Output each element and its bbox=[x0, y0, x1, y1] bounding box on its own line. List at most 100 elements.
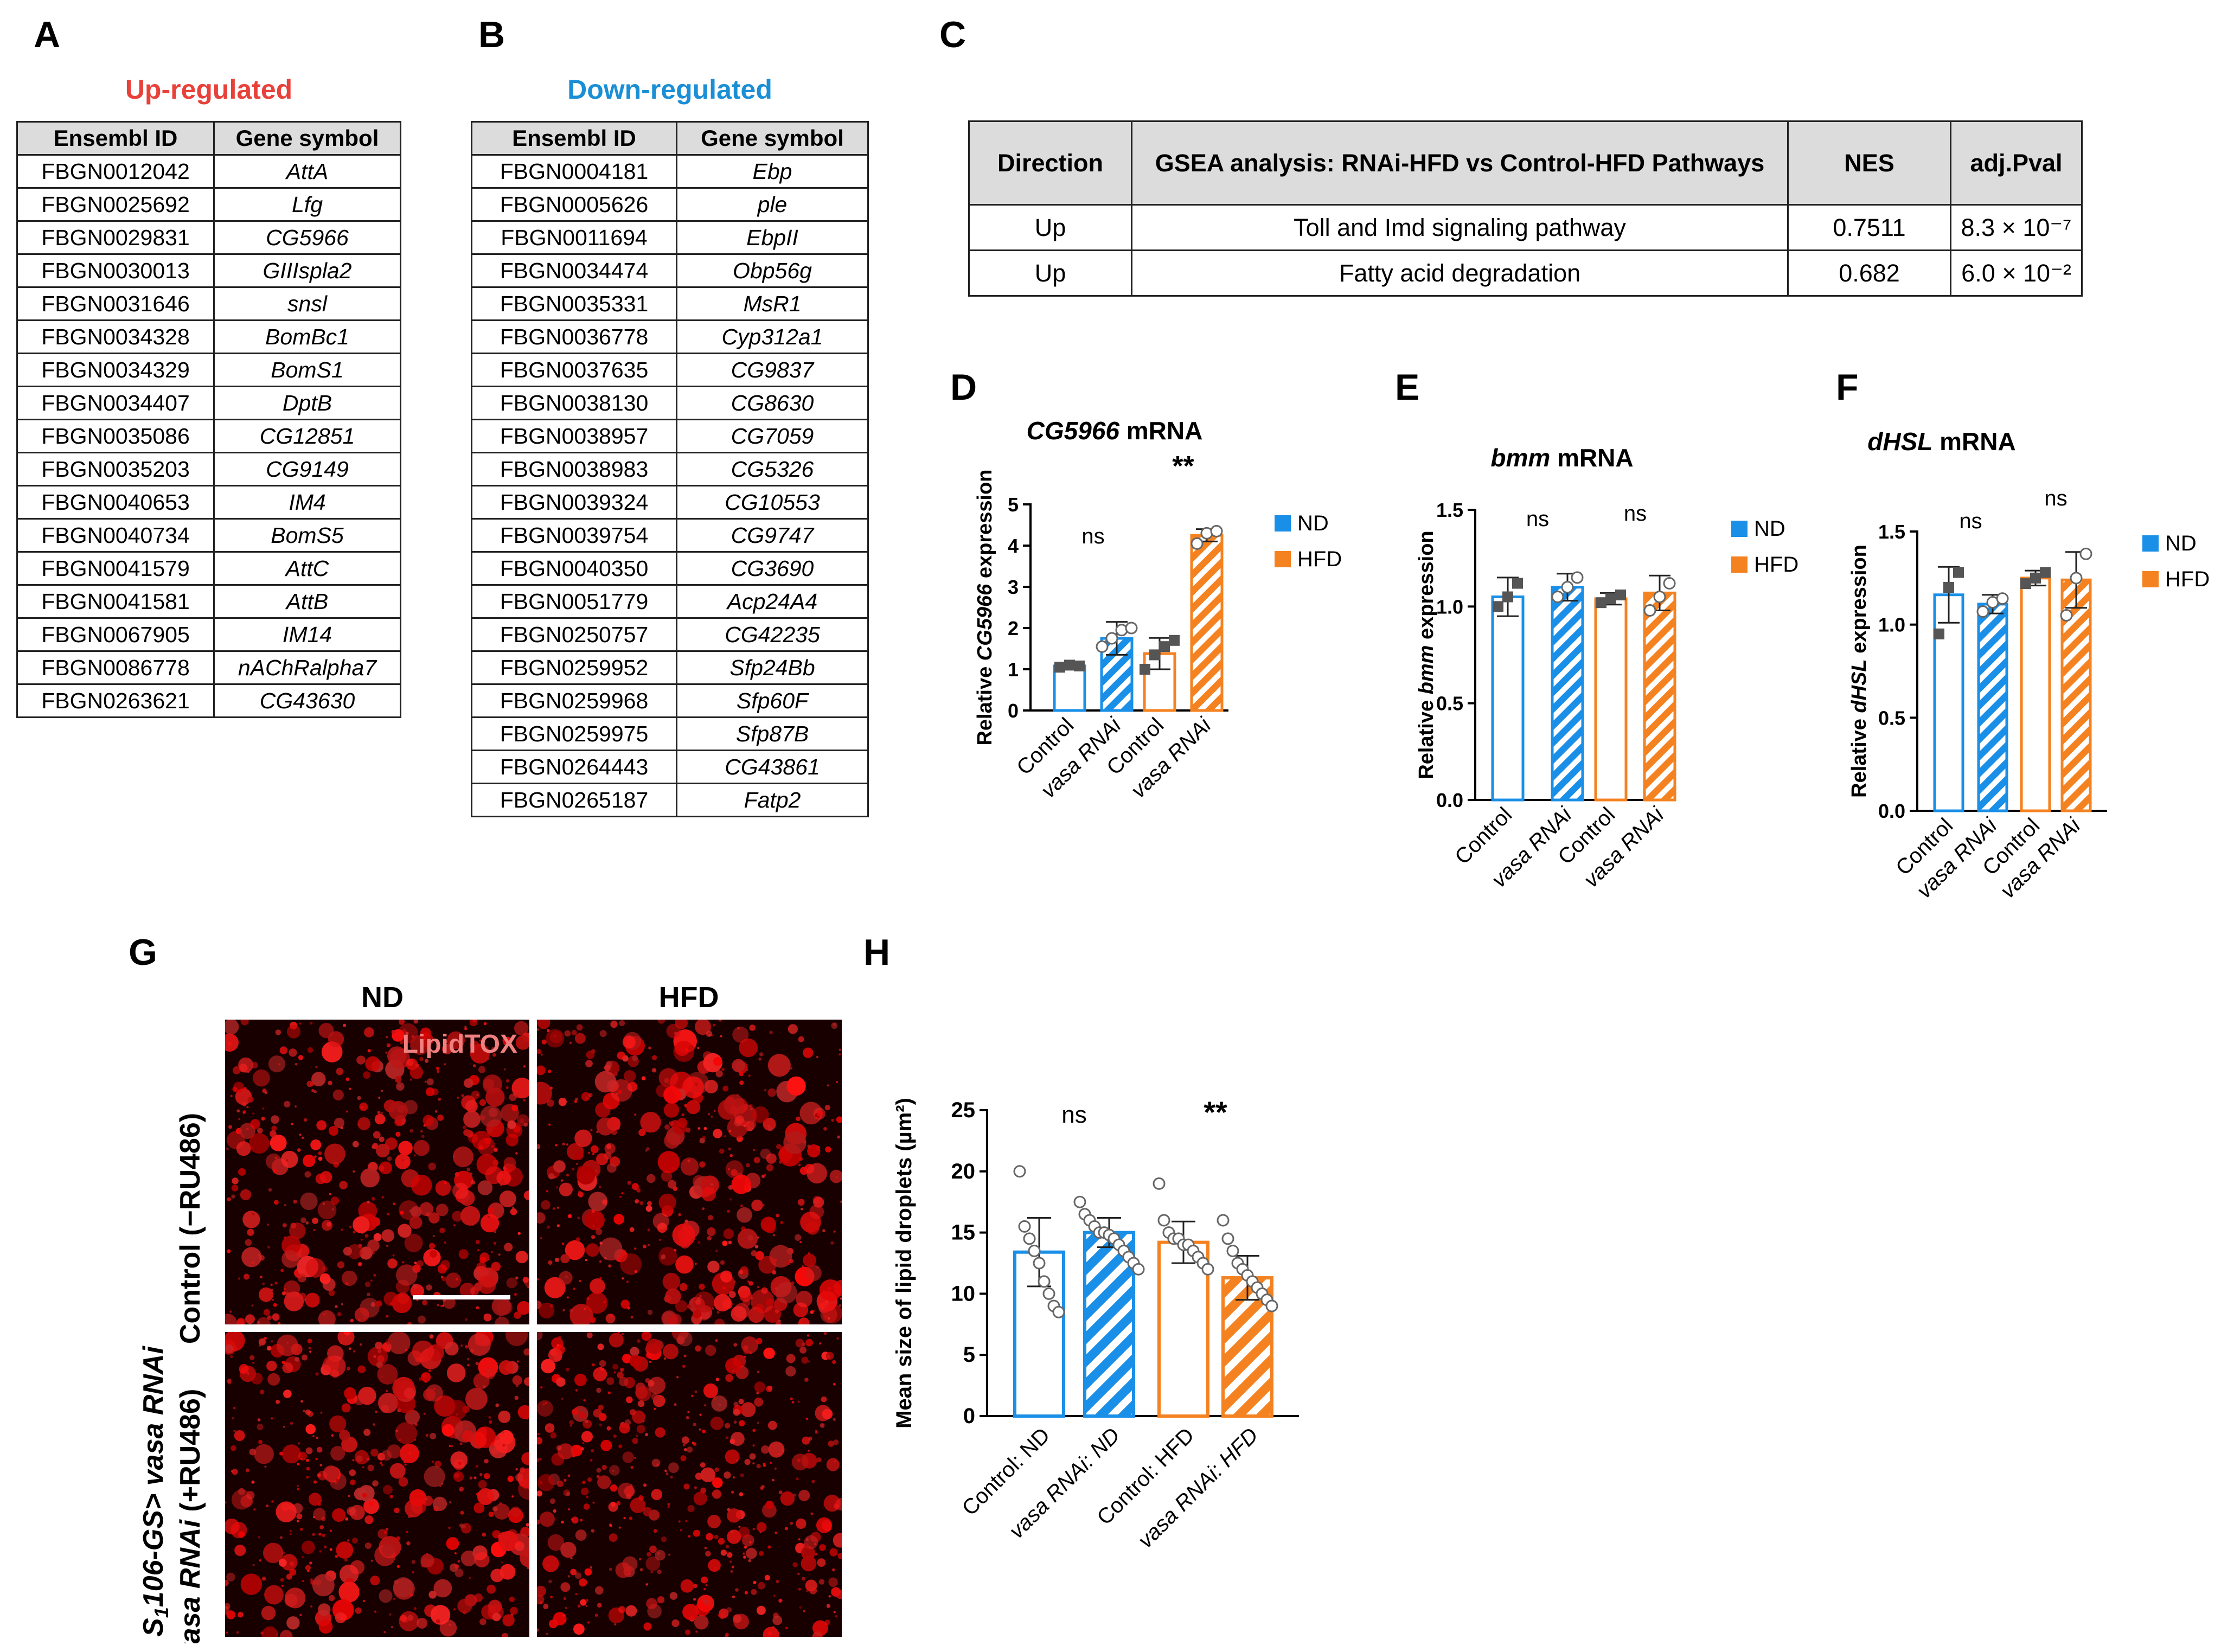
lipid-droplet bbox=[558, 1443, 574, 1459]
lipid-droplet bbox=[727, 1529, 741, 1544]
lipid-droplet bbox=[408, 1452, 411, 1455]
lipid-droplet bbox=[823, 1332, 827, 1335]
ensembl-id-cell: FBGN0263621 bbox=[16, 683, 215, 718]
lipid-droplet bbox=[703, 1599, 709, 1605]
lipid-droplet bbox=[472, 1064, 476, 1067]
lipid-droplet bbox=[687, 1446, 693, 1453]
lipid-droplet bbox=[458, 1249, 469, 1259]
lipid-droplet bbox=[505, 1134, 519, 1147]
lipid-droplet bbox=[523, 1122, 528, 1127]
lipid-droplet bbox=[739, 1072, 744, 1077]
gene-symbol-cell: Sfp24Bb bbox=[676, 650, 869, 685]
lipid-droplet bbox=[396, 1565, 400, 1568]
lipid-droplet bbox=[711, 1115, 713, 1118]
lipid-droplet bbox=[574, 1373, 587, 1386]
lipid-droplet bbox=[307, 1570, 310, 1572]
lipid-droplet bbox=[459, 1283, 475, 1298]
lipid-droplet bbox=[229, 1310, 232, 1313]
lipid-droplet bbox=[609, 1333, 624, 1348]
lipid-droplet bbox=[319, 1500, 322, 1503]
lipid-droplet bbox=[448, 1527, 451, 1529]
lipid-droplet bbox=[694, 1083, 699, 1086]
lipid-droplet bbox=[537, 1212, 546, 1224]
data-point bbox=[1561, 581, 1574, 594]
gene-symbol-cell: Sfp87B bbox=[676, 716, 869, 751]
lipid-droplet bbox=[407, 1322, 412, 1324]
lipid-droplet bbox=[356, 1455, 363, 1462]
lipid-droplet bbox=[586, 1292, 608, 1314]
lipid-droplet bbox=[478, 1480, 487, 1489]
lipid-droplet bbox=[460, 1550, 477, 1566]
lipid-droplet bbox=[757, 1286, 760, 1289]
lipid-droplet bbox=[420, 1553, 434, 1568]
lipid-droplet bbox=[267, 1373, 280, 1386]
lipid-droplet bbox=[406, 1531, 408, 1533]
lipid-droplet bbox=[791, 1401, 795, 1404]
lipid-droplet bbox=[258, 1338, 266, 1346]
lipid-droplet bbox=[457, 1598, 472, 1613]
lipid-droplet bbox=[395, 1131, 401, 1137]
lipid-droplet bbox=[728, 1288, 732, 1292]
lipid-droplet bbox=[609, 1314, 613, 1318]
lipid-droplet bbox=[825, 1300, 828, 1303]
lipid-droplet bbox=[839, 1053, 841, 1056]
lipid-droplet bbox=[469, 1476, 473, 1480]
lipid-droplet bbox=[685, 1629, 691, 1635]
lipid-droplet bbox=[284, 1100, 291, 1107]
lipid-droplet bbox=[293, 1200, 297, 1204]
lipid-droplet bbox=[289, 1533, 292, 1535]
lipid-droplet bbox=[571, 1516, 579, 1524]
lipid-droplet bbox=[476, 1306, 479, 1309]
lipid-droplet bbox=[358, 1485, 375, 1502]
lipid-droplet bbox=[264, 1585, 284, 1605]
gene-symbol-cell: GIIIspla2 bbox=[213, 253, 401, 288]
lipid-droplet bbox=[396, 1536, 401, 1541]
lipid-droplet bbox=[587, 1477, 592, 1482]
lipid-droplet bbox=[581, 1092, 591, 1102]
bar bbox=[2020, 577, 2051, 812]
lipid-droplet bbox=[575, 1389, 578, 1392]
lipid-droplet bbox=[569, 1420, 574, 1425]
legend-swatch-nd bbox=[1731, 521, 1748, 537]
lipid-droplet bbox=[636, 1435, 638, 1437]
lipid-droplet bbox=[547, 1029, 550, 1032]
lipid-droplet bbox=[555, 1144, 558, 1147]
lipid-droplet bbox=[514, 1395, 519, 1400]
lipid-droplet bbox=[606, 1144, 612, 1149]
lipid-droplet bbox=[686, 1416, 689, 1419]
lipid-droplet bbox=[278, 1322, 281, 1324]
lipid-droplet bbox=[409, 1209, 412, 1213]
lipid-droplet bbox=[334, 1118, 344, 1129]
lipid-droplet bbox=[818, 1579, 825, 1585]
lipid-droplet bbox=[797, 1572, 800, 1576]
lipid-droplet bbox=[475, 1464, 479, 1468]
lipid-droplet bbox=[387, 1213, 390, 1216]
lipid-droplet bbox=[597, 1603, 602, 1608]
lipid-droplet bbox=[317, 1502, 321, 1506]
lipid-droplet bbox=[404, 1233, 423, 1252]
lipid-droplet bbox=[303, 1154, 316, 1167]
lipid-droplet bbox=[477, 1180, 493, 1195]
table-row: FBGN0037635 CG9837 bbox=[471, 353, 869, 387]
lipid-droplet bbox=[735, 1588, 739, 1592]
lipid-droplet bbox=[271, 1500, 274, 1503]
table-row: FBGN0034474 Obp56g bbox=[471, 253, 869, 288]
lipid-droplet bbox=[232, 1036, 236, 1040]
lipid-droplet bbox=[437, 1264, 447, 1274]
lipid-droplet bbox=[465, 1100, 478, 1113]
ensembl-id-cell: FBGN0035331 bbox=[471, 286, 677, 321]
lipid-droplet bbox=[433, 1387, 436, 1390]
table-row: FBGN0040734 BomS5 bbox=[16, 518, 401, 553]
ensembl-id-cell: FBGN0051779 bbox=[471, 584, 677, 619]
lipid-droplet bbox=[477, 1249, 480, 1252]
lipid-droplet bbox=[297, 1273, 306, 1283]
lipid-droplet bbox=[737, 1027, 740, 1030]
lipid-droplet bbox=[452, 1146, 473, 1168]
lipid-droplet bbox=[385, 1137, 398, 1150]
lipid-droplet bbox=[704, 1546, 707, 1549]
lipid-droplet bbox=[271, 1417, 273, 1420]
lipid-droplet bbox=[471, 1090, 480, 1099]
lipid-droplet bbox=[833, 1439, 839, 1445]
lipid-droplet bbox=[374, 1610, 376, 1613]
